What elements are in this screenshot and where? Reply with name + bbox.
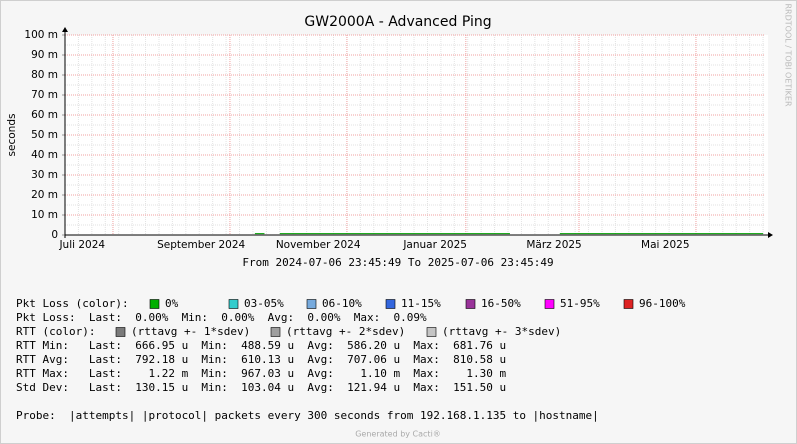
legend-entry: 03-05% [244,297,284,310]
stats-line: RTT Max: Last: 1.22 m Min: 967.03 u Avg:… [16,367,506,380]
stats-line: Pkt Loss: Last: 0.00% Min: 0.00% Avg: 0.… [16,311,427,324]
legend-entry: (rttavg +- 1*sdev) [131,325,250,338]
stats-line: RTT Avg: Last: 792.18 u Min: 610.13 u Av… [16,353,506,366]
legend-label: RTT (color): [16,325,95,338]
y-axis-arrow [62,27,68,32]
stats-line: RTT Min: Last: 666.95 u Min: 488.59 u Av… [16,339,506,352]
side-note: RRDTOOL / TOBI OETIKER [784,3,793,106]
legend-swatch [465,299,476,309]
x-tick-label: Juli 2024 [58,239,105,251]
legend-swatch [544,299,555,309]
y-tick-label: 10 m [31,209,58,221]
x-tick-label: Mai 2025 [641,239,689,251]
probe-line: Probe: |attempts| |protocol| packets eve… [16,409,599,422]
y-tick-label: 20 m [31,189,58,201]
x-tick-label: November 2024 [276,239,361,251]
y-tick-label: 0 [51,229,58,241]
x-tick-label: März 2025 [526,239,581,251]
chart-title: GW2000A - Advanced Ping [304,14,491,30]
subtitle: From 2024-07-06 23:45:49 To 2025-07-06 2… [242,256,553,269]
footer: Generated by Cacti® [355,430,441,439]
y-tick-label: 40 m [31,149,58,161]
y-tick-label: 50 m [31,129,58,141]
legend-swatch [385,299,396,309]
legend-swatch [270,327,281,337]
legend-swatch [306,299,317,309]
legend-entry: 11-15% [401,297,441,310]
x-tick-label: September 2024 [157,239,245,251]
x-tick-label: Januar 2025 [402,239,467,251]
legend-entry: (rttavg +- 3*sdev) [442,325,561,338]
stats-line: Std Dev: Last: 130.15 u Min: 103.04 u Av… [16,381,506,394]
y-tick-label: 80 m [31,69,58,81]
y-tick-label: 30 m [31,169,58,181]
x-axis-arrow [768,232,773,238]
y-tick-label: 90 m [31,49,58,61]
plot-area [65,35,768,235]
y-tick-label: 60 m [31,109,58,121]
legend-entry: 0% [165,297,179,310]
legend-entry: (rttavg +- 2*sdev) [286,325,405,338]
grid [65,34,765,236]
legend-entry: 51-95% [560,297,600,310]
legend-label: Pkt Loss (color): [16,297,129,310]
legend-swatch [623,299,634,309]
legend-swatch [426,327,437,337]
y-axis-label: seconds [6,114,18,157]
y-tick-label: 100 m [24,29,58,41]
legend-swatch [115,327,126,337]
legend-entry: 16-50% [481,297,521,310]
legend-entry: 06-10% [322,297,362,310]
legend-swatch [228,299,239,309]
legend-swatch [149,299,160,309]
y-tick-label: 70 m [31,89,58,101]
legend-entry: 96-100% [639,297,686,310]
